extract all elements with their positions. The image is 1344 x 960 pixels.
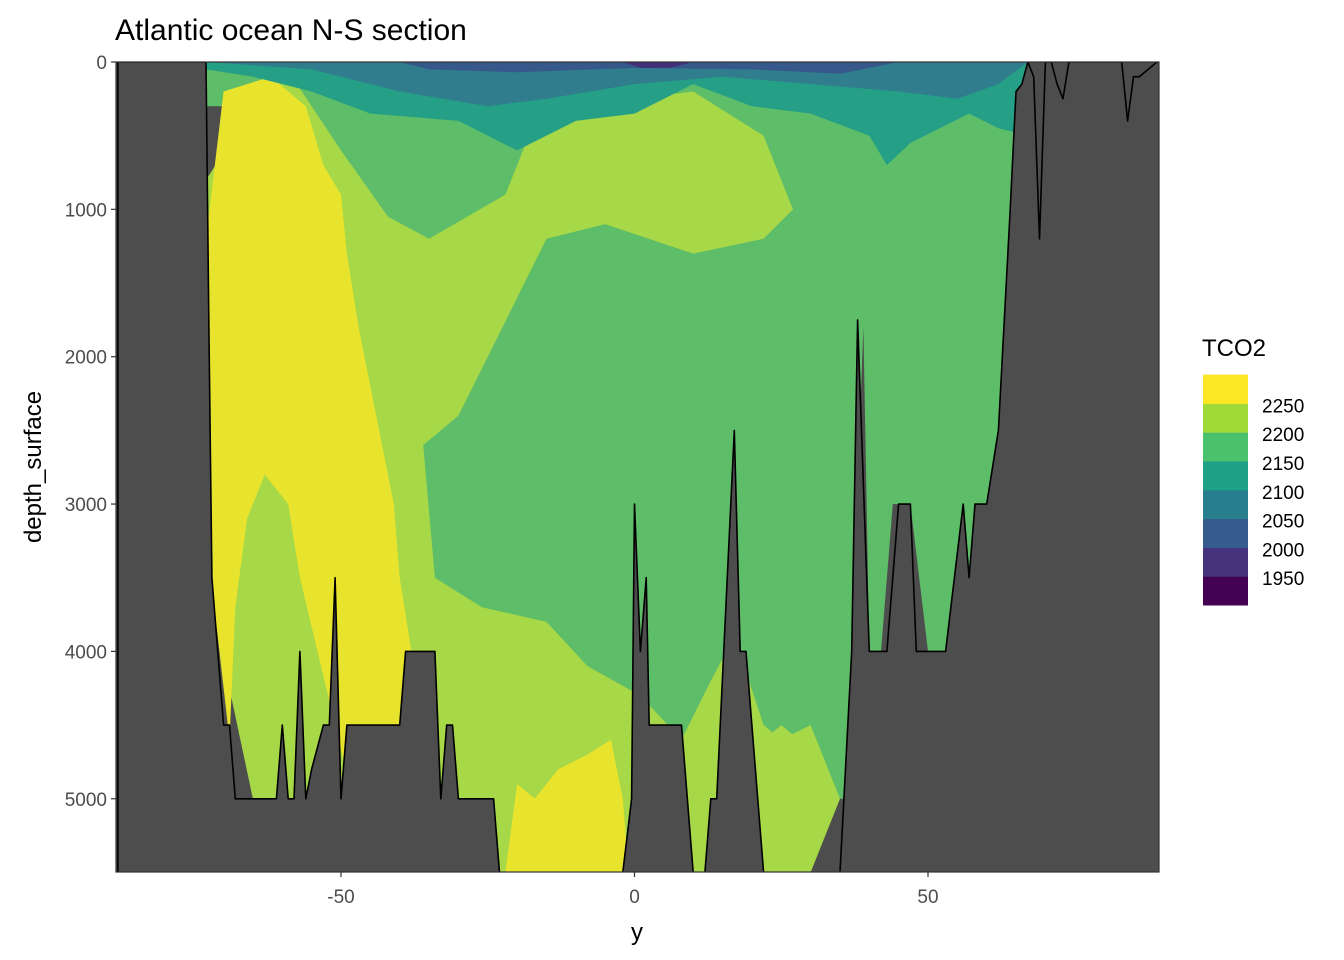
legend-label: 2000: [1262, 540, 1304, 561]
legend-label: 2050: [1262, 512, 1304, 533]
legend-label: 2200: [1262, 425, 1304, 446]
y-tick-label: 3000: [65, 495, 107, 516]
legend-swatch: [1203, 576, 1248, 606]
x-axis: -50 0 50: [327, 872, 939, 908]
y-tick-label: 4000: [65, 642, 107, 663]
tco2-region-2100: [206, 62, 1028, 107]
x-tick-label: -50: [327, 887, 354, 908]
legend-label: 2250: [1262, 396, 1304, 417]
legend-title: TCO2: [1202, 335, 1266, 362]
y-axis-title: depth_surface: [20, 391, 47, 543]
legend-swatch: [1203, 518, 1248, 548]
y-tick-label: 2000: [65, 348, 107, 369]
y-tick-label: 1000: [65, 200, 107, 221]
plot-panel: [115, 61, 1160, 873]
tco2-region-2000: [622, 62, 694, 68]
seafloor-bathymetry: [117, 62, 1159, 872]
legend-label: 1950: [1262, 569, 1304, 590]
legend-swatch: [1203, 489, 1248, 520]
legend-swatch: [1203, 374, 1248, 404]
tco2-region-2250: [763, 725, 811, 829]
legend-swatch: [1203, 547, 1248, 577]
x-tick-label: 50: [917, 887, 938, 908]
legend-swatch: [1203, 432, 1248, 462]
panel-border: [115, 61, 1160, 873]
legend-swatch: [1203, 403, 1248, 433]
y-axis: 0 1000 2000 3000 4000 5000: [65, 53, 116, 811]
y-tick-label: 5000: [65, 790, 107, 811]
x-tick-label: 0: [629, 887, 640, 908]
tco2-region-2300: [505, 739, 629, 872]
chart-title: Atlantic ocean N-S section: [115, 14, 467, 47]
y-tick-label: 0: [96, 53, 107, 74]
tco2-region-2300: [206, 76, 412, 799]
legend-label: 2100: [1262, 483, 1304, 504]
legend-swatch: [1203, 461, 1248, 491]
x-axis-title: y: [631, 919, 643, 946]
legend-label: 2150: [1262, 454, 1304, 475]
legend: TCO2 1950 2000 2050 2100 2150 2200 2250: [1202, 335, 1304, 606]
